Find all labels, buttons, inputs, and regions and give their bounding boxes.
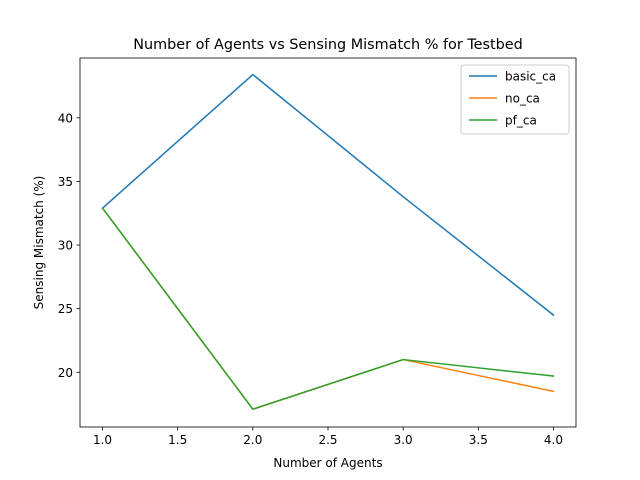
x-tick-label: 4.0 — [544, 433, 563, 447]
x-tick-label: 2.0 — [243, 433, 262, 447]
x-axis-label: Number of Agents — [273, 456, 382, 470]
y-tick-label: 30 — [58, 239, 73, 253]
y-axis-label: Sensing Mismatch (%) — [32, 176, 46, 310]
chart-title: Number of Agents vs Sensing Mismatch % f… — [133, 37, 523, 53]
legend: basic_ca no_ca pf_ca — [460, 64, 570, 135]
y-tick-label: 25 — [58, 302, 73, 316]
x-tick-label: 3.0 — [394, 433, 413, 447]
y-axis-ticks: 20 25 30 35 40 — [58, 111, 80, 380]
y-tick-label: 40 — [58, 111, 73, 125]
legend-box — [460, 64, 570, 135]
series-line-pf_ca — [101, 207, 555, 410]
x-tick-label: 1.5 — [168, 433, 187, 447]
plot-lines — [101, 73, 555, 410]
y-tick-label: 35 — [58, 175, 73, 189]
series-line-basic_ca — [101, 73, 555, 317]
x-axis-ticks: 1.0 1.5 2.0 2.5 3.0 3.5 4.0 — [93, 427, 563, 447]
legend-label-pf_ca: pf_ca — [505, 114, 537, 128]
legend-label-no_ca: no_ca — [505, 92, 540, 106]
y-tick-label: 20 — [58, 366, 73, 380]
x-tick-label: 1.0 — [93, 433, 112, 447]
x-tick-label: 3.5 — [469, 433, 488, 447]
x-tick-label: 2.5 — [318, 433, 337, 447]
legend-label-basic_ca: basic_ca — [505, 70, 556, 84]
